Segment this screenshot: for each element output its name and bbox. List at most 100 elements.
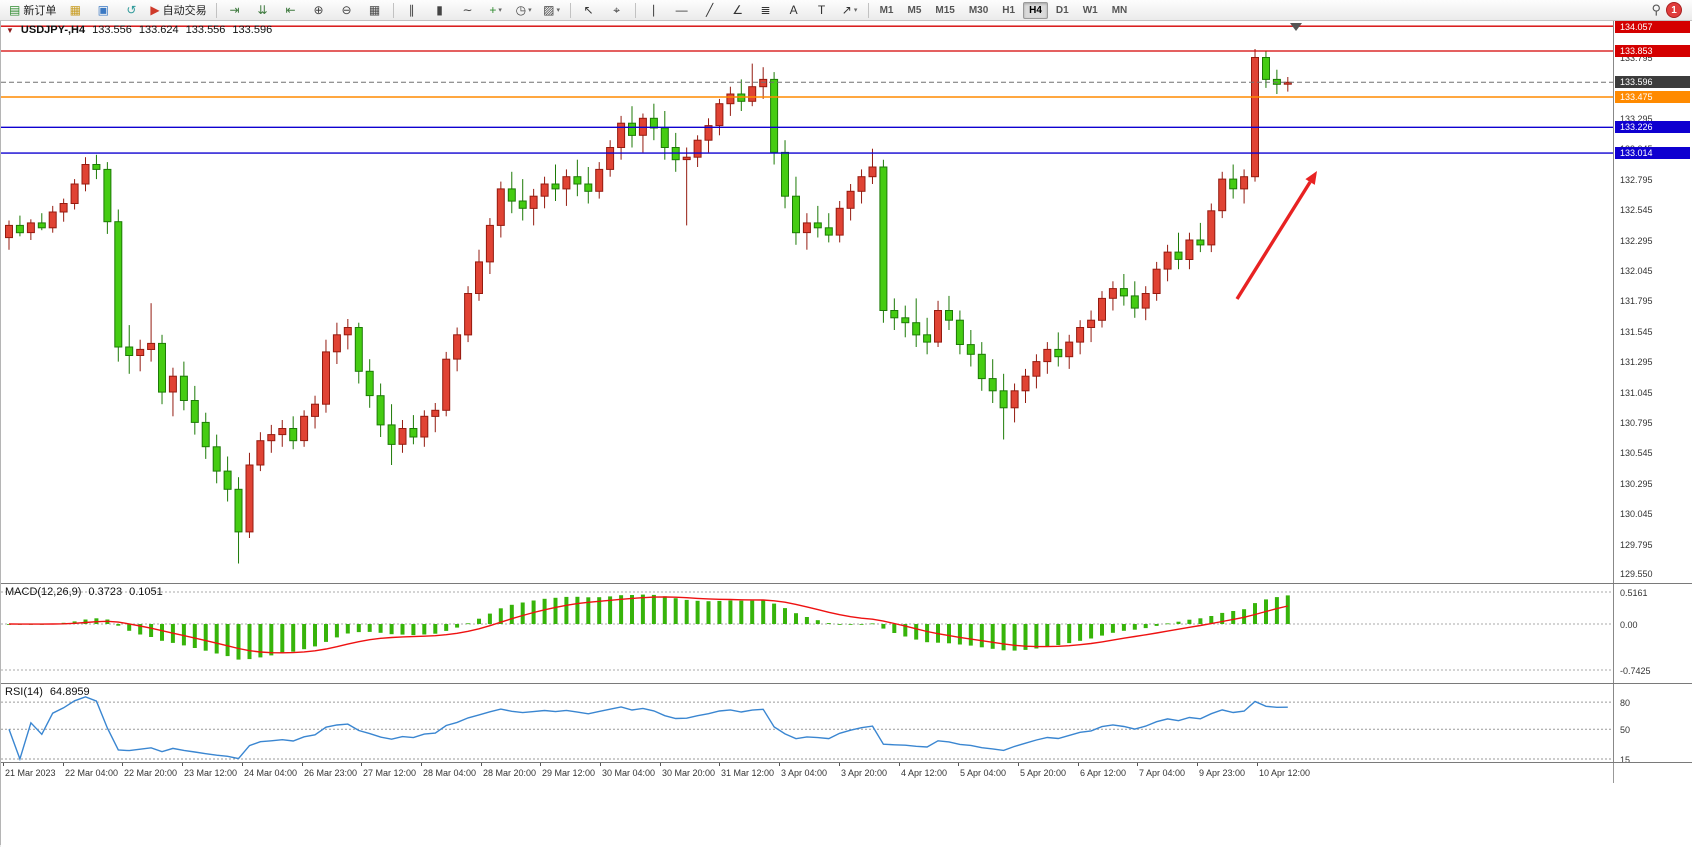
time-tick: [302, 763, 303, 766]
time-label: 28 Mar 20:00: [483, 768, 537, 778]
time-tick: [481, 763, 482, 766]
refresh-icon: ↺: [126, 3, 137, 17]
price-tick: 131.795: [1620, 296, 1653, 306]
caret-down-icon: ▾: [556, 7, 560, 14]
trend-arrow-annotation[interactable]: [1235, 171, 1317, 300]
time-label: 5 Apr 20:00: [1020, 768, 1067, 778]
search-icon[interactable]: ⚲: [1651, 2, 1661, 17]
charts-stack-icon: ▣: [97, 3, 110, 17]
zoom-in-button[interactable]: ⊕: [306, 0, 332, 20]
price-tick: 132.545: [1620, 205, 1653, 215]
time-label: 23 Mar 12:00: [184, 768, 238, 778]
arrows-button[interactable]: ↗ ▾: [837, 0, 863, 20]
text-label-button[interactable]: T: [809, 0, 835, 20]
chart-shift-marker-icon[interactable]: [1290, 23, 1302, 31]
chart-window: ▼ USDJPY-,H4 133.556 133.624 133.556 133…: [0, 21, 1692, 847]
fibonacci-retracement-button[interactable]: ≣: [753, 0, 779, 20]
time-label: 30 Mar 04:00: [602, 768, 656, 778]
price-tick: 133.795: [1620, 53, 1653, 63]
timeframe-h1-button[interactable]: H1: [1002, 4, 1016, 16]
time-tick: [958, 763, 959, 766]
time-tick: [361, 763, 362, 766]
time-tick: [3, 763, 4, 766]
vertical-line-button[interactable]: ∣: [641, 0, 667, 20]
rsi-chart[interactable]: [1, 684, 1613, 761]
chart-shift-button[interactable]: ⇤: [278, 0, 304, 20]
scroll-to-end-button[interactable]: ⇥: [222, 0, 248, 20]
new-order-button[interactable]: ▤ 新订单: [5, 0, 60, 20]
profiles-button[interactable]: ▦: [62, 0, 88, 20]
timeframe-m15-button[interactable]: M15: [935, 4, 955, 16]
templates-button[interactable]: ▨ ▾: [539, 0, 565, 20]
new-order-label: 新订单: [23, 5, 57, 17]
main-chart-panel[interactable]: ▼ USDJPY-,H4 133.556 133.624 133.556 133…: [1, 21, 1692, 583]
time-tick: [540, 763, 541, 766]
time-tick: [1078, 763, 1079, 766]
rsi-line: [8, 696, 1288, 761]
timeframe-d1-button[interactable]: D1: [1055, 4, 1069, 16]
indicators-add-button[interactable]: + ▾: [483, 0, 509, 20]
refresh-button[interactable]: ↺: [118, 0, 144, 20]
time-label: 26 Mar 23:00: [304, 768, 358, 778]
candlestick-chart[interactable]: [1, 21, 1613, 583]
crosshair-button[interactable]: ⌖: [604, 0, 630, 20]
price-badge-133.226: 133.226: [1615, 121, 1690, 133]
auto-scroll-button[interactable]: ⇊: [250, 0, 276, 20]
caret-down-icon: ▾: [853, 7, 858, 14]
macd-header: MACD(12,26,9) 0.3723 0.1051: [5, 586, 163, 598]
price-tick: 130.545: [1620, 448, 1653, 458]
macd-chart[interactable]: [1, 584, 1613, 682]
price-badge-133.014: 133.014: [1615, 147, 1690, 159]
macd-panel[interactable]: MACD(12,26,9) 0.3723 0.1051 0.5161 0.00 -0…: [1, 583, 1692, 683]
macd-signal-line: [8, 596, 1288, 654]
notification-badge[interactable]: 1: [1666, 2, 1682, 18]
chart-ohlc-header: ▼ USDJPY-,H4 133.556 133.624 133.556 133…: [6, 24, 272, 36]
timeframe-m5-button[interactable]: M5: [907, 4, 922, 16]
axis-border: [1613, 763, 1614, 783]
time-tick: [122, 763, 123, 766]
auto-trading-button[interactable]: ▶ 自动交易: [146, 0, 210, 20]
zoom-out-button[interactable]: ⊖: [334, 0, 360, 20]
candlestick-mode-button[interactable]: ▮: [427, 0, 453, 20]
text-button[interactable]: A: [781, 0, 807, 20]
horizontal-line-icon: ―: [675, 3, 688, 17]
indicators-add-icon: +: [489, 3, 497, 17]
trendline-button[interactable]: ╱: [697, 0, 723, 20]
text-icon: A: [789, 3, 798, 17]
ohlc-high-value: 133.624: [138, 24, 179, 36]
periods-button[interactable]: ◷ ▾: [511, 0, 537, 20]
timeframe-m1-button[interactable]: M1: [879, 4, 894, 16]
rsi-panel[interactable]: RSI(14) 64.8959 80 50 15: [1, 683, 1692, 762]
charts-stack-button[interactable]: ▣: [90, 0, 116, 20]
cursor-button[interactable]: ↖: [576, 0, 602, 20]
time-tick: [182, 763, 183, 766]
time-label: 24 Mar 04:00: [244, 768, 298, 778]
time-tick: [899, 763, 900, 766]
time-label: 3 Apr 20:00: [841, 768, 888, 778]
time-tick: [839, 763, 840, 766]
price-tick: 133.295: [1620, 114, 1653, 124]
time-tick: [1137, 763, 1138, 766]
auto-scroll-icon: ⇊: [257, 3, 268, 17]
fibonacci-retracement-icon: ≣: [760, 3, 771, 17]
tile-windows-icon: ▦: [368, 3, 381, 17]
bar-chart-mode-button[interactable]: ∥: [399, 0, 425, 20]
horizontal-line-button[interactable]: ―: [669, 0, 695, 20]
timeframe-w1-button[interactable]: W1: [1082, 4, 1098, 16]
price-tick: 131.545: [1620, 327, 1653, 337]
timeframe-mn-button[interactable]: MN: [1111, 4, 1128, 16]
ohlc-close-value: 133.596: [232, 24, 273, 36]
price-badge-133.475: 133.475: [1615, 91, 1690, 103]
timeframe-h4-button[interactable]: H4: [1023, 1, 1048, 19]
equidistant-channel-icon: ∠: [732, 3, 743, 17]
time-label: 29 Mar 12:00: [542, 768, 596, 778]
caret-down-icon: ▾: [498, 7, 502, 14]
tile-windows-button[interactable]: ▦: [362, 0, 388, 20]
line-chart-mode-button[interactable]: ∼: [455, 0, 481, 20]
scroll-to-end-icon: ⇥: [229, 3, 240, 17]
toolbar-separator: [634, 2, 636, 18]
timeframe-m30-button[interactable]: M30: [968, 4, 989, 16]
symbol-dropdown-icon[interactable]: ▼: [6, 25, 14, 35]
equidistant-channel-button[interactable]: ∠: [725, 0, 751, 20]
time-label: 28 Mar 04:00: [423, 768, 477, 778]
